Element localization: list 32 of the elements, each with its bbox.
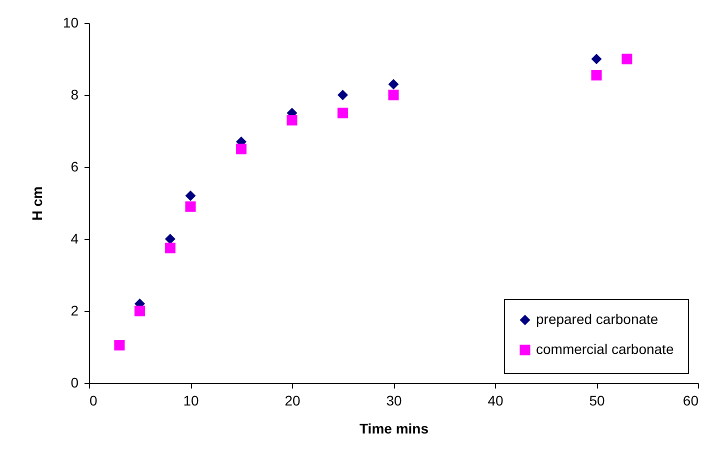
point [338,90,348,100]
legend-label: commercial carbonate [536,341,674,357]
point [388,90,399,100]
y-tick-label: 0 [70,374,79,390]
y-axis-title: H cm [28,186,45,221]
y-tick-label: 6 [70,158,79,174]
point [388,78,399,90]
point [622,54,632,64]
x-tick-label: 40 [488,392,504,408]
point [591,70,602,80]
point [114,340,125,350]
legend-label: prepared carbonate [536,311,658,327]
point [591,54,602,64]
point [338,108,348,118]
point [185,201,196,212]
x-tick-label: 50 [589,392,605,408]
point [134,306,145,316]
y-tick-label: 8 [70,86,79,102]
x-tick-label: 20 [284,392,300,408]
x-tick-label: 10 [183,392,199,408]
point [236,144,246,154]
x-tick-label: 0 [90,392,98,408]
x-axis-title: Time mins [360,420,429,436]
point [286,114,298,126]
y-tick-label: 4 [70,230,79,246]
y-tick-label: 2 [70,302,79,318]
x-tick-label: 60 [682,392,699,408]
point [185,190,196,202]
x-tick-label: 30 [386,392,402,408]
y-tick-label: 10 [62,14,79,30]
point [164,242,176,254]
point [164,234,176,244]
